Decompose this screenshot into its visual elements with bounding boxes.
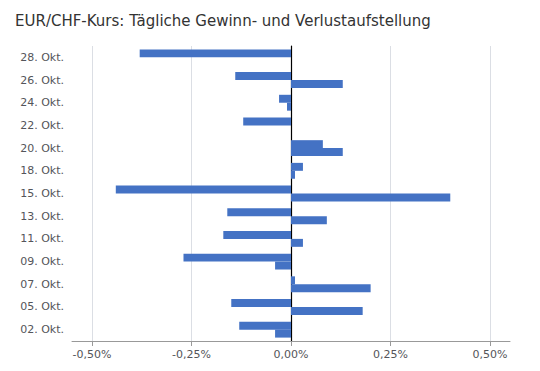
svg-text:22. Okt.: 22. Okt. [20,119,64,132]
svg-text:0,00%: 0,00% [274,348,309,361]
svg-text:24. Okt.: 24. Okt. [20,96,64,109]
svg-text:-0,25%: -0,25% [172,348,211,361]
svg-text:11. Okt.: 11. Okt. [20,232,64,245]
svg-text:26. Okt.: 26. Okt. [20,74,64,87]
svg-text:02. Okt.: 02. Okt. [20,323,64,336]
svg-text:18. Okt.: 18. Okt. [20,164,64,177]
svg-text:EUR/CHF-Kurs: Tägliche Gewinn-: EUR/CHF-Kurs: Tägliche Gewinn- und Verlu… [15,12,431,30]
svg-text:05. Okt.: 05. Okt. [20,300,64,313]
svg-text:07. Okt.: 07. Okt. [20,278,64,291]
svg-text:20. Okt.: 20. Okt. [20,142,64,155]
svg-text:-0,50%: -0,50% [72,348,111,361]
svg-text:13. Okt.: 13. Okt. [20,210,64,223]
svg-text:0,50%: 0,50% [473,348,508,361]
svg-text:09. Okt.: 09. Okt. [20,255,64,268]
svg-text:0,25%: 0,25% [373,348,408,361]
svg-text:15. Okt.: 15. Okt. [20,187,64,200]
svg-text:28. Okt.: 28. Okt. [20,51,64,64]
